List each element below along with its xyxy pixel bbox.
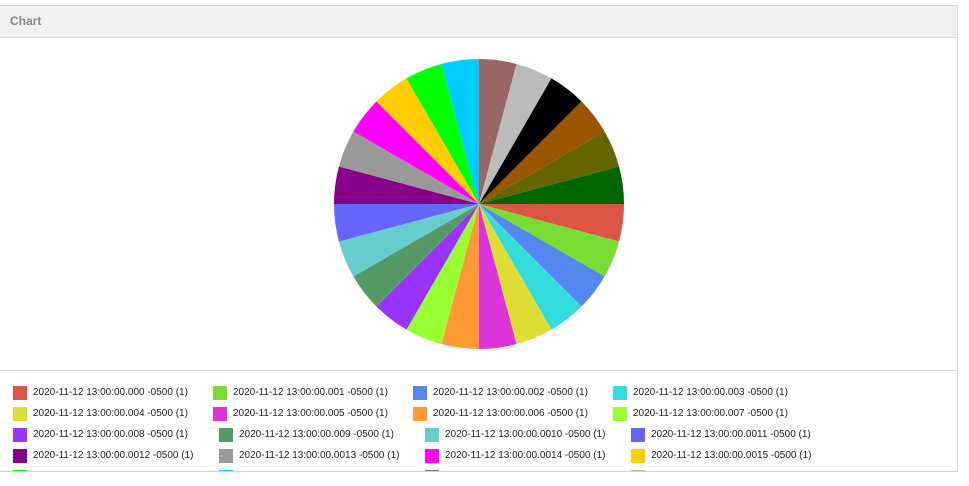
pie-slice[interactable]: [334, 204, 479, 242]
legend-label: 2020-11-12 13:00:00.007 -0500 (1): [633, 408, 788, 419]
legend-label: 2020-11-12 13:00:00.006 -0500 (1): [433, 408, 588, 419]
legend-label: 2020-11-12 13:00:00.0011 -0500 (1): [651, 429, 811, 440]
legend-label: 2020-11-12 13:00:00.0017 -0500 (1): [239, 469, 400, 471]
pie-slice[interactable]: [441, 59, 479, 204]
legend-label: 2020-11-12 13:00:00.009 -0500 (1): [239, 429, 394, 440]
pie-slice[interactable]: [376, 78, 479, 204]
legend-swatch: [413, 386, 427, 400]
legend-label: 2020-11-12 13:00:00.005 -0500 (1): [233, 408, 388, 419]
pie-slice[interactable]: [479, 204, 582, 330]
pie-slice[interactable]: [353, 204, 479, 307]
legend-swatch: [13, 470, 27, 471]
legend-swatch: [631, 428, 645, 442]
legend-swatch: [213, 407, 227, 421]
legend-swatch: [219, 470, 233, 471]
legend-label: 2020-11-12 13:00:00.0015 -0500 (1): [651, 450, 812, 461]
legend-divider: [0, 370, 957, 371]
chart-panel: Chart 2020-11-12 13:00:00.000 -0500 (1) 2…: [0, 5, 958, 472]
pie-slice[interactable]: [479, 59, 517, 204]
pie-slice[interactable]: [479, 131, 620, 205]
pie-slice[interactable]: [479, 204, 605, 307]
pie-slice[interactable]: [338, 204, 479, 277]
legend-swatch: [219, 449, 233, 463]
legend-label: 2020-11-12 13:00:00.0016 -0500 (1): [33, 469, 194, 471]
legend-swatch: [631, 470, 645, 471]
pie-slice[interactable]: [479, 204, 625, 242]
legend-swatch: [425, 470, 439, 471]
legend-swatch: [425, 449, 439, 463]
legend-label: 2020-11-12 13:00:00.0010 -0500 (1): [445, 429, 606, 440]
legend-swatch: [13, 407, 27, 421]
legend-label: 2020-11-12 13:00:00.0019 -0500 (1): [651, 469, 812, 471]
chart-legend: 2020-11-12 13:00:00.000 -0500 (1) 2020-11…: [0, 371, 957, 471]
pie-slice[interactable]: [479, 204, 552, 345]
chart-area: [0, 38, 957, 370]
legend-label: 2020-11-12 13:00:00.004 -0500 (1): [33, 408, 188, 419]
pie-slice[interactable]: [338, 131, 479, 205]
legend-label: 2020-11-12 13:00:00.002 -0500 (1): [433, 387, 588, 398]
panel-title: Chart: [10, 14, 42, 28]
pie-slice[interactable]: [334, 166, 479, 204]
pie-slice[interactable]: [406, 204, 480, 345]
pie-slice[interactable]: [479, 204, 620, 277]
legend-swatch: [631, 449, 645, 463]
legend-swatch: [13, 449, 27, 463]
pie-slice[interactable]: [353, 101, 479, 204]
legend-swatch: [613, 407, 627, 421]
legend-label: 2020-11-12 13:00:00.0014 -0500 (1): [445, 450, 606, 461]
legend-label: 2020-11-12 13:00:00.000 -0500 (1): [33, 387, 188, 398]
legend-swatch: [425, 428, 439, 442]
legend-swatch: [413, 407, 427, 421]
pie-slice[interactable]: [479, 78, 582, 204]
legend-swatch: [213, 386, 227, 400]
pie-slice[interactable]: [479, 166, 625, 204]
legend-swatch: [13, 428, 27, 442]
legend-swatch: [13, 386, 27, 400]
legend-label: 2020-11-12 13:00:00.008 -0500 (1): [33, 429, 188, 440]
pie-slice[interactable]: [441, 204, 479, 349]
legend-label: 2020-11-12 13:00:00.001 -0500 (1): [233, 387, 388, 398]
pie-slice[interactable]: [406, 63, 480, 204]
legend-label: 2020-11-12 13:00:00.0012 -0500 (1): [33, 450, 194, 461]
pie-slice[interactable]: [479, 204, 517, 349]
legend-label: 2020-11-12 13:00:00.003 -0500 (1): [633, 387, 788, 398]
legend-swatch: [613, 386, 627, 400]
legend-label: 2020-11-12 13:00:00.0018 -0500 (1): [445, 469, 606, 471]
panel-header: Chart: [0, 6, 957, 38]
pie-slice[interactable]: [479, 63, 552, 204]
pie-chart: [334, 59, 625, 349]
pie-slice[interactable]: [479, 101, 605, 204]
legend-label: 2020-11-12 13:00:00.0013 -0500 (1): [239, 450, 400, 461]
pie-slice[interactable]: [376, 204, 479, 330]
legend-swatch: [219, 428, 233, 442]
